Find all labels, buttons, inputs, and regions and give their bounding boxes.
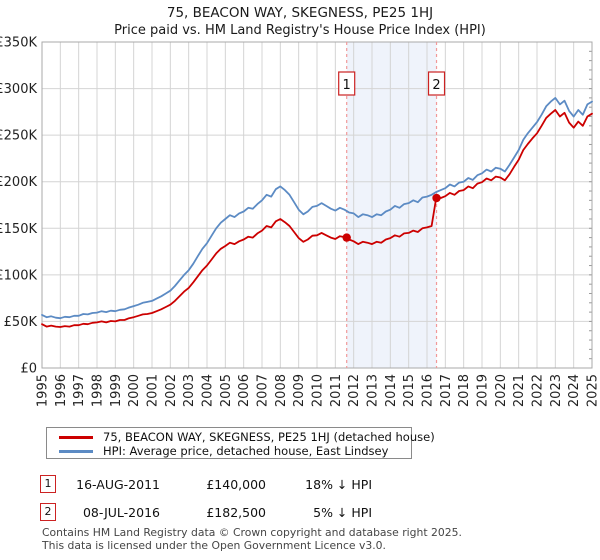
- x-axis-label: 2014: [384, 374, 399, 407]
- x-axis-label: 2013: [366, 374, 381, 407]
- x-axis-label: 2002: [164, 374, 179, 407]
- x-axis-label: 1999: [109, 374, 124, 407]
- x-axis-label: 2008: [274, 374, 289, 407]
- x-axis-label: 2004: [201, 374, 216, 407]
- x-axis-label: 2007: [256, 374, 271, 407]
- x-axis-label: 2015: [402, 374, 417, 407]
- sale-1-price: £140,000: [206, 476, 266, 492]
- sale-2-date: 08-JUL-2016: [82, 504, 160, 520]
- x-axis-label: 1998: [91, 374, 106, 407]
- x-axis-label: 2018: [457, 374, 472, 407]
- x-axis-label: 1995: [36, 374, 51, 407]
- legend-item-property: 75, BEACON WAY, SKEGNESS, PE25 1HJ (deta…: [47, 430, 435, 444]
- legend-label-hpi: HPI: Average price, detached house, East…: [103, 444, 389, 458]
- x-axis-label: 2003: [182, 374, 197, 407]
- sale-1-date: 16-AUG-2011: [76, 476, 160, 492]
- sale-2-badge: 2: [40, 503, 56, 521]
- price-history-chart: 1 2 £0 £50K £100K £150K £200K £250K £300K £350K 19…: [0, 36, 600, 408]
- sale-1-badge: 1: [40, 475, 56, 493]
- y-axis-label: £0: [20, 362, 37, 377]
- y-axis-label: £100K: [0, 268, 37, 283]
- legend-label-property: 75, BEACON WAY, SKEGNESS, PE25 1HJ (deta…: [103, 430, 435, 444]
- x-axis-label: 2019: [476, 374, 491, 407]
- x-axis-label: 1997: [72, 374, 87, 407]
- sale-annotation-row-1: 1 16-AUG-2011 £140,000 18% ↓ HPI: [40, 474, 400, 494]
- x-axis-label: 2024: [567, 374, 582, 407]
- page-title: 75, BEACON WAY, SKEGNESS, PE25 1HJ: [166, 5, 434, 21]
- y-axis-label: £150K: [0, 222, 37, 237]
- sale-2-marker-label: 2: [432, 78, 440, 93]
- x-axis-label: 2006: [237, 374, 252, 407]
- sale-1-marker-label: 1: [343, 78, 351, 93]
- y-axis-label: £300K: [0, 82, 37, 97]
- page-subtitle: Price paid vs. HM Land Registry's House …: [114, 23, 486, 38]
- blue-line-swatch: [59, 449, 93, 453]
- sale-1-vs-hpi: 18% ↓ HPI: [305, 476, 372, 492]
- footer-line-2: This data is licensed under the Open Gov…: [42, 538, 386, 552]
- x-axis-label: 2025: [586, 374, 600, 407]
- chart-legend: 75, BEACON WAY, SKEGNESS, PE25 1HJ (deta…: [46, 427, 435, 459]
- x-axis-label: 2021: [512, 374, 527, 407]
- x-axis-label: 2011: [329, 374, 344, 407]
- x-axis-label: 2016: [421, 374, 436, 407]
- plot-border: [41, 41, 593, 369]
- x-axis-label: 2009: [292, 374, 307, 407]
- x-axis-label: 2020: [494, 374, 509, 407]
- sale-annotation-row-2: 2 08-JUL-2016 £182,500 5% ↓ HPI: [40, 502, 400, 522]
- red-line-swatch: [59, 435, 93, 439]
- sale-2-price: £182,500: [206, 504, 266, 520]
- sale-1-marker-box: [338, 71, 356, 96]
- x-axis-label: 2001: [146, 374, 161, 407]
- x-axis-label: 2005: [219, 374, 234, 407]
- x-axis-label: 2023: [549, 374, 564, 407]
- x-axis-label: 1996: [54, 374, 69, 407]
- x-axis-label: 2022: [531, 374, 546, 407]
- legend-item-hpi: HPI: Average price, detached house, East…: [47, 444, 411, 458]
- between-sales-shading: [346, 42, 437, 368]
- price-paid-line: [41, 109, 593, 328]
- footer-line-1: Contains HM Land Registry data © Crown c…: [42, 526, 462, 539]
- x-axis-label: 2017: [439, 374, 454, 407]
- x-axis-label: 2012: [347, 374, 362, 407]
- hpi-line: [41, 97, 593, 320]
- x-axis-label: 2000: [127, 374, 142, 407]
- sale-1-point: [342, 233, 351, 242]
- y-axis-label: £200K: [0, 175, 37, 190]
- y-axis-label: £50K: [4, 315, 38, 330]
- y-axis-label: £250K: [0, 129, 37, 144]
- sale-2-vs-hpi: 5% ↓ HPI: [313, 504, 372, 520]
- y-axis-label: £350K: [0, 36, 37, 51]
- x-axis-label: 2010: [311, 374, 326, 407]
- sale-2-marker-box: [427, 71, 446, 96]
- sale-2-point: [432, 193, 441, 203]
- license-footer: Contains HM Land Registry data © Crown c…: [42, 526, 582, 552]
